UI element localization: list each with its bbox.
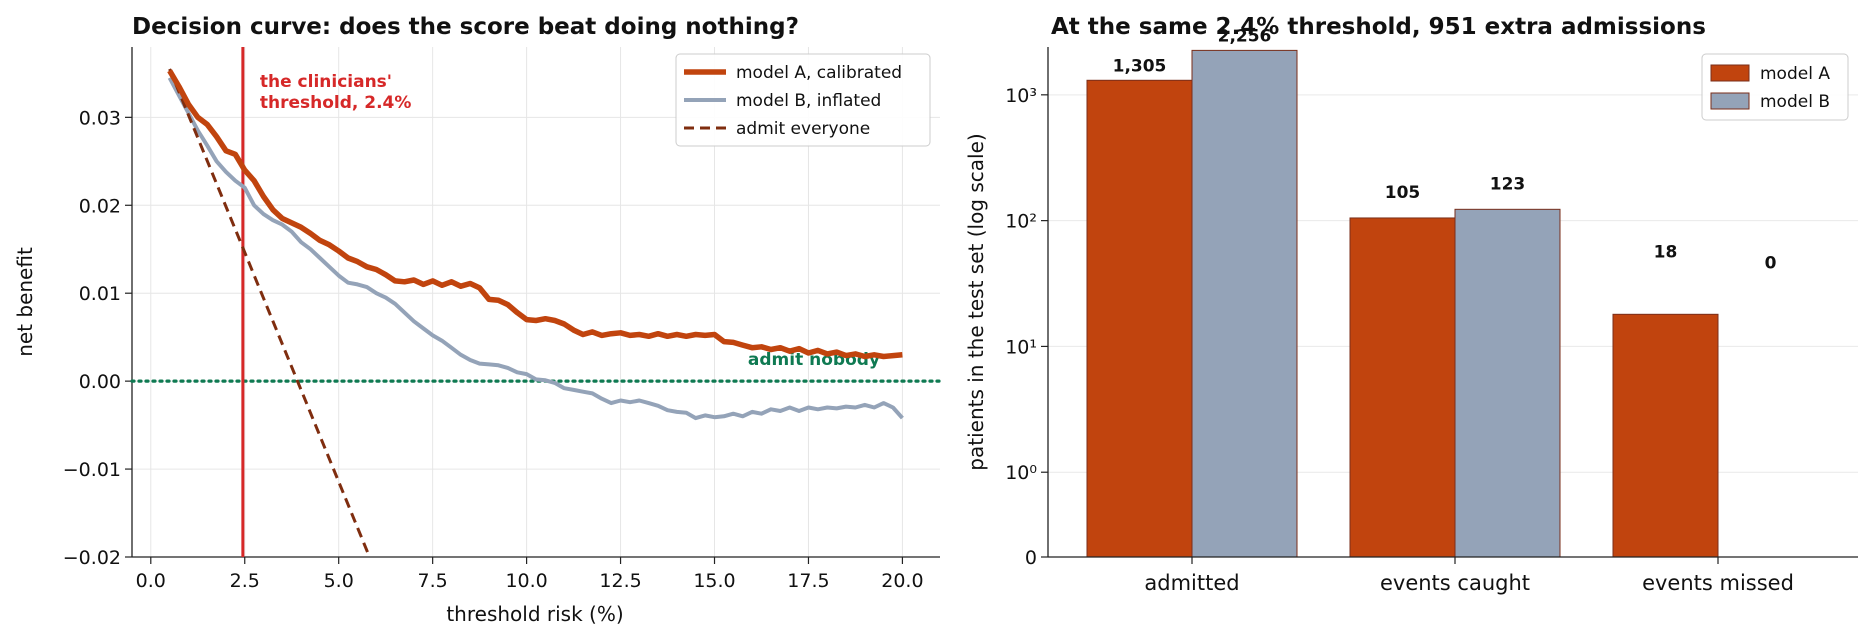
x-tick-label: 2.5	[230, 570, 260, 592]
x-tick-label-admitted: admitted	[1144, 571, 1239, 595]
legend-swatch-model-b	[1710, 92, 1750, 110]
x-tick-label: 5.0	[324, 570, 354, 592]
bar-model-a-events-missed	[1612, 313, 1719, 558]
right-legend: model A model B	[1701, 53, 1849, 121]
value-label-model-a-events-caught: 105	[1385, 183, 1421, 203]
left-chart-title: Decision curve: does the score beat doin…	[132, 14, 799, 40]
x-tick-label: 15.0	[693, 570, 735, 592]
clinician-threshold-label: the clinicians' threshold, 2.4%	[260, 72, 412, 113]
bar-model-a-events-caught	[1349, 217, 1456, 558]
y-tick-label: 10²	[1005, 211, 1037, 233]
y-tick-label: 10¹	[1005, 336, 1037, 358]
x-tick-label: 17.5	[787, 570, 829, 592]
y-tick-label: −0.01	[63, 459, 121, 481]
left-legend: model A, calibrated model B, inflated admi…	[675, 53, 931, 147]
value-label-model-b-events-missed: 0	[1765, 254, 1777, 274]
y-tick-label: 0.01	[79, 283, 121, 305]
value-label-model-b-events-caught: 123	[1490, 174, 1526, 194]
left-axes: 0.0 2.5 5.0 7.5 10.0 12.5 15.0 17.5 20.0 −0.02 −0.…	[63, 47, 940, 592]
x-tick-label: 10.0	[505, 570, 547, 592]
legend-label-model-a-calibrated: model A, calibrated	[736, 63, 902, 83]
right-axes: 0 10⁰ 10¹ 10² 10³ admitted events caught events…	[1005, 47, 1858, 595]
bar-model-b-events-caught	[1454, 208, 1561, 558]
x-tick-label: 7.5	[418, 570, 448, 592]
clinician-threshold-label-line: threshold, 2.4%	[260, 93, 412, 113]
value-label-model-b-admitted: 2,256	[1218, 26, 1272, 46]
y-tick-label: 0.00	[79, 371, 121, 393]
right-value-labels: 1,305 2,256 105 123 18 0	[1113, 26, 1777, 273]
series-line-model-b-inflated	[167, 76, 904, 421]
x-tick-label-events-caught: events caught	[1380, 571, 1530, 595]
y-tick-label: 10³	[1005, 85, 1037, 107]
value-label-model-a-admitted: 1,305	[1113, 56, 1167, 76]
legend-label-model-b: model B	[1760, 92, 1830, 112]
y-tick-label: 0.03	[79, 107, 121, 129]
x-tick-label: 20.0	[881, 570, 923, 592]
legend-label-admit-everyone: admit everyone	[736, 119, 870, 139]
right-chart-title: At the same 2.4% threshold, 951 extra ad…	[1051, 14, 1706, 40]
legend-label-model-b-inflated: model B, inflated	[736, 91, 881, 111]
right-bars	[1086, 49, 1719, 558]
clinician-threshold-label-line: the clinicians'	[260, 72, 392, 92]
y-tick-label: −0.02	[63, 547, 121, 569]
x-tick-label: 0.0	[136, 570, 166, 592]
bar-model-a-admitted	[1086, 79, 1193, 558]
legend-swatch-model-a	[1710, 64, 1750, 82]
left-y-axis-label: net benefit	[13, 247, 37, 357]
x-tick-label: 12.5	[599, 570, 641, 592]
series-line-admit-everyone	[168, 68, 371, 556]
admissions-bar-chart: 0 10⁰ 10¹ 10² 10³ admitted events caught events…	[964, 14, 1858, 595]
value-label-model-a-events-missed: 18	[1654, 242, 1678, 262]
y-tick-label: 0	[1025, 547, 1037, 569]
decision-curve-chart: 0.0 2.5 5.0 7.5 10.0 12.5 15.0 17.5 20.0 −0.02 −0.…	[13, 14, 942, 626]
series-line-model-a-calibrated	[167, 69, 903, 360]
legend-label-model-a: model A	[1760, 64, 1830, 84]
left-x-axis-label: threshold risk (%)	[446, 602, 623, 626]
bar-model-b-admitted	[1191, 49, 1298, 558]
left-legend-box	[675, 53, 931, 147]
left-series	[167, 68, 904, 556]
x-tick-label-events-missed: events missed	[1642, 571, 1794, 595]
y-tick-label: 0.02	[79, 195, 121, 217]
right-y-axis-label: patients in the test set (log scale)	[964, 133, 988, 470]
y-tick-label: 10⁰	[1005, 462, 1037, 484]
